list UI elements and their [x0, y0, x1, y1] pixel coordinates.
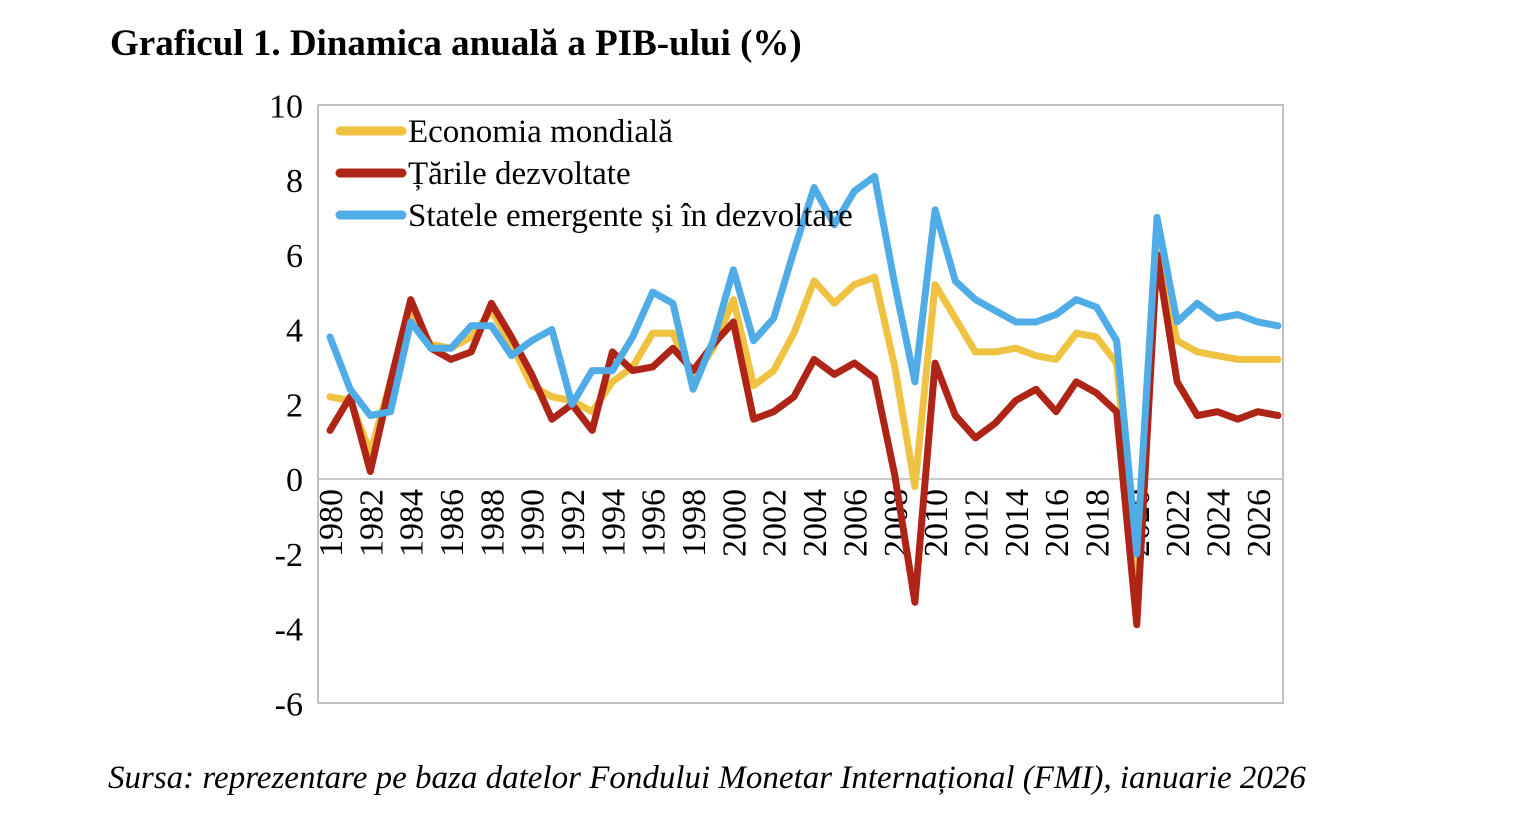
y-axis-tick-label: 2 — [286, 387, 303, 424]
y-axis-tick-label: 0 — [286, 462, 303, 499]
x-axis-tick-label: 1984 — [394, 489, 431, 557]
x-axis-tick-label: 1996 — [636, 489, 673, 557]
x-axis-tick-label: 2026 — [1241, 489, 1278, 557]
x-axis-tick-label: 2014 — [999, 489, 1036, 557]
y-axis-tick-label: -2 — [275, 537, 303, 574]
x-axis-tick-label: 1994 — [595, 489, 632, 557]
x-axis-tick-label: 1988 — [474, 489, 511, 557]
chart-title: Graficul 1. Dinamica anuală a PIB-ului (… — [110, 23, 802, 64]
x-axis-tick-label: 2006 — [837, 489, 874, 557]
x-axis-tick-label: 2016 — [1039, 489, 1076, 557]
source-note: Sursa: reprezentare pe baza datelor Fond… — [108, 760, 1306, 796]
x-axis-tick-label: 2004 — [797, 489, 834, 557]
x-axis-tick-label: 1982 — [353, 489, 390, 557]
x-axis-tick-label: 1992 — [555, 489, 592, 557]
x-axis-tick-label: 2012 — [958, 489, 995, 557]
x-axis-tick-label: 2018 — [1079, 489, 1116, 557]
legend-label-1: Țările dezvoltate — [408, 156, 631, 192]
y-axis-tick-label: -6 — [275, 686, 303, 723]
y-axis-tick-label: 6 — [286, 238, 303, 275]
x-axis-tick-label: 1980 — [313, 489, 350, 557]
x-axis-tick-label: 2024 — [1200, 489, 1237, 557]
y-axis-tick-label: 4 — [286, 313, 303, 350]
x-axis-tick-label: 2002 — [757, 489, 794, 557]
x-axis-tick-label: 1990 — [515, 489, 552, 557]
x-axis-tick-label: 1986 — [434, 489, 471, 557]
legend-label-0: Economia mondială — [408, 114, 673, 150]
x-axis-tick-label: 2000 — [716, 489, 753, 557]
y-axis-tick-label: 8 — [286, 163, 303, 200]
y-axis-tick-label: -4 — [275, 612, 303, 649]
series-line-1 — [326, 251, 1282, 629]
x-axis-tick-label: 2022 — [1160, 489, 1197, 557]
plot-border — [317, 104, 1284, 704]
series-line-2 — [326, 172, 1282, 558]
legend-label-2: Statele emergente și în dezvoltare — [408, 198, 853, 234]
x-axis-tick-label: 1998 — [676, 489, 713, 557]
y-axis-tick-label: 10 — [269, 88, 303, 125]
